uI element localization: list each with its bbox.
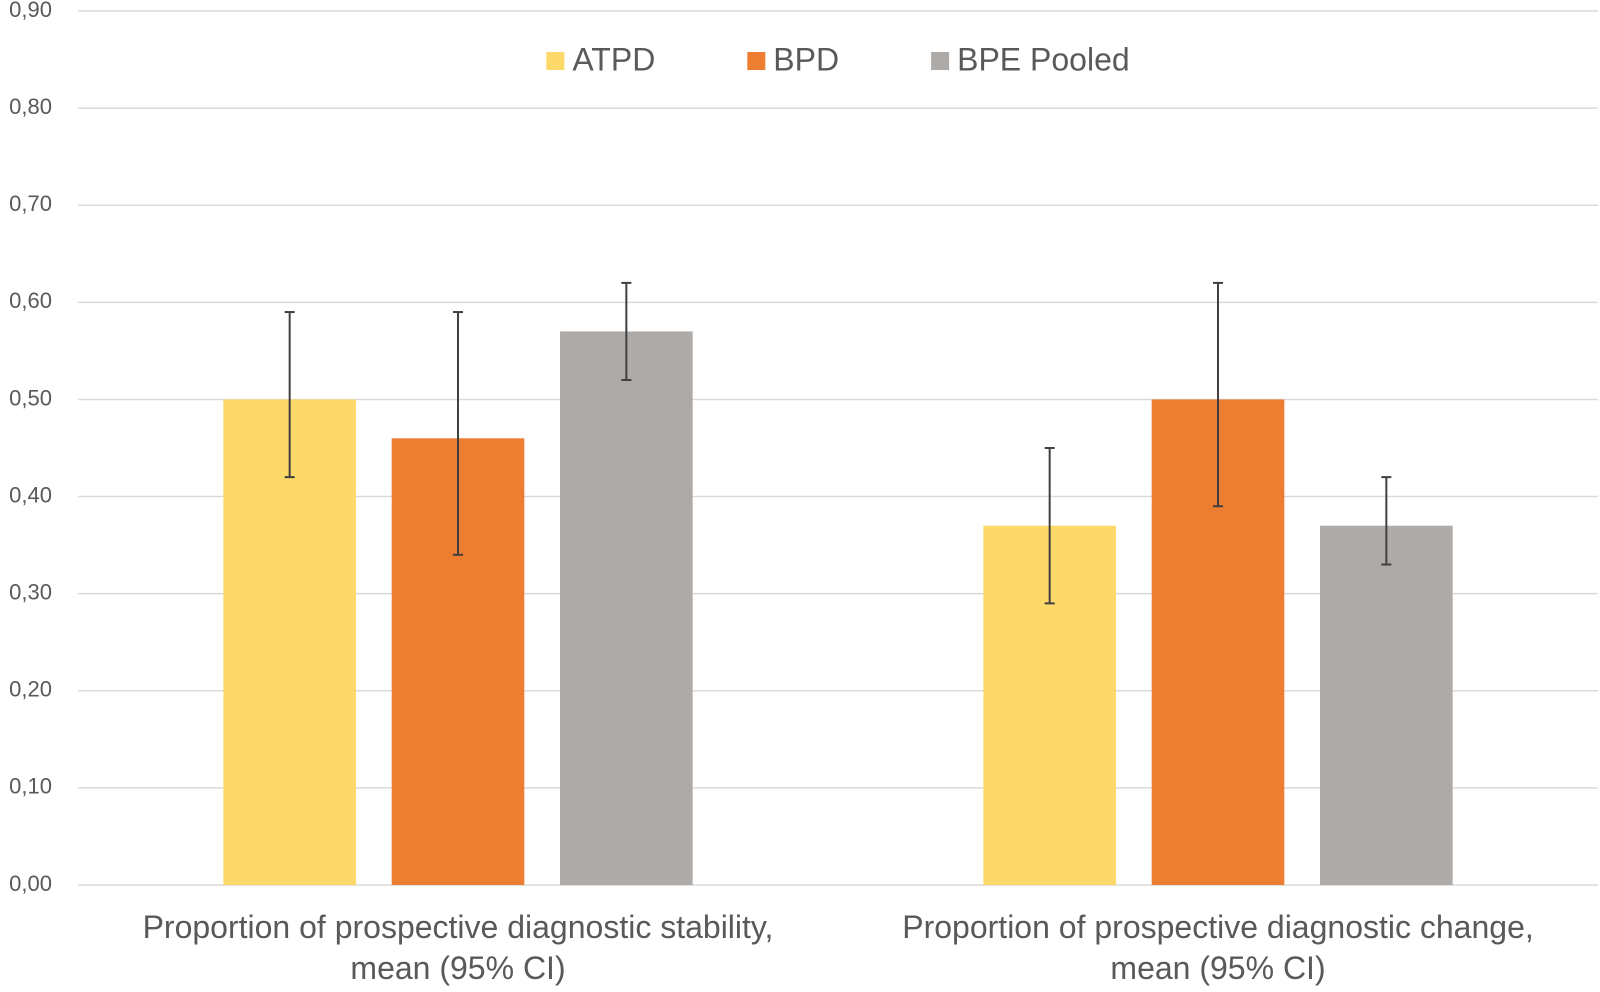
y-tick-label: 0,20 xyxy=(9,677,52,702)
legend-swatch xyxy=(546,52,565,70)
y-tick-label: 0,30 xyxy=(9,579,52,604)
x-tick-label: Proportion of prospective diagnostic cha… xyxy=(902,909,1534,986)
y-tick-label: 0,50 xyxy=(9,385,52,410)
bar xyxy=(560,331,693,885)
legend-label: BPE Pooled xyxy=(957,41,1130,77)
x-tick-label: Proportion of prospective diagnostic sta… xyxy=(142,909,774,986)
y-tick-label: 0,80 xyxy=(9,94,52,119)
y-tick-label: 0,00 xyxy=(9,871,52,896)
legend-label: ATPD xyxy=(572,41,655,77)
bar xyxy=(223,399,356,885)
y-tick-label: 0,10 xyxy=(9,774,52,799)
y-tick-label: 0,70 xyxy=(9,191,52,216)
legend-swatch xyxy=(747,52,766,70)
y-tick-label: 0,40 xyxy=(9,482,52,507)
bar xyxy=(1320,525,1453,885)
y-tick-label: 0,90 xyxy=(9,0,52,22)
legend-label: BPD xyxy=(773,41,839,77)
legend-swatch xyxy=(931,52,950,70)
y-tick-label: 0,60 xyxy=(9,288,52,313)
